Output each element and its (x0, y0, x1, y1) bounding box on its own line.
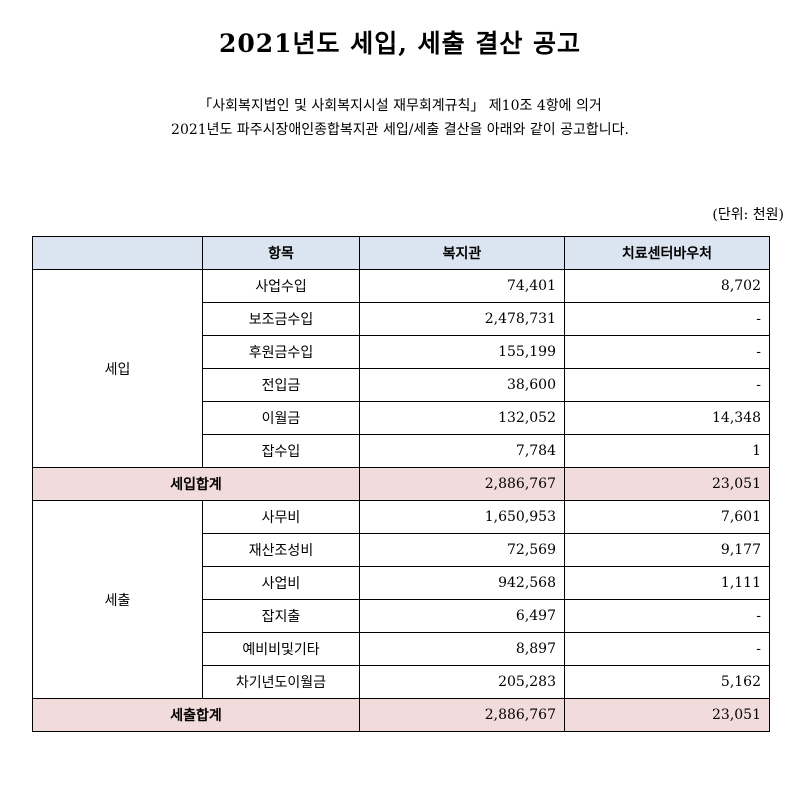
row-welfare-value: 7,784 (359, 434, 565, 468)
row-voucher-value: - (564, 302, 770, 336)
page-title: 2021년도 세입, 세출 결산 공고 (218, 29, 582, 58)
row-item: 사무비 (202, 500, 360, 534)
row-voucher-value: - (564, 599, 770, 633)
expenditure-total-voucher: 23,051 (564, 698, 770, 732)
revenue-total-voucher: 23,051 (564, 467, 770, 501)
row-voucher-value: 1,111 (564, 566, 770, 600)
intro-text: 「사회복지법인 및 사회복지시설 재무회계규칙」 제10조 4항에 의거 202… (0, 94, 800, 142)
expenditure-total-label: 세출합계 (32, 698, 360, 732)
row-welfare-value: 155,199 (359, 335, 565, 369)
table-row: 세출 사무비 1,650,953 7,601 (32, 500, 770, 699)
intro-line-2: 2021년도 파주시장애인종합복지관 세입/세출 결산을 아래와 같이 공고합니… (171, 122, 629, 138)
row-voucher-value: 1 (564, 434, 770, 468)
table-row: 잡지출 6,497 - (33, 599, 770, 633)
row-item: 재산조성비 (202, 533, 360, 567)
row-item: 사업비 (202, 566, 360, 600)
row-voucher-value: - (564, 335, 770, 369)
table-row: 사업비 942,568 1,111 (33, 566, 770, 600)
row-welfare-value: 2,478,731 (359, 302, 565, 336)
row-voucher-value: 14,348 (564, 401, 770, 435)
row-item: 보조금수입 (202, 302, 360, 336)
table-row: 예비비및기타 8,897 - (33, 632, 770, 666)
row-welfare-value: 205,283 (359, 665, 565, 699)
table-row: 잡수입 7,784 1 (33, 434, 770, 468)
table-row: 차기년도이월금 205,283 5,162 (33, 665, 770, 699)
header-therapy-voucher: 치료센터바우처 (564, 236, 770, 270)
unit-label: (단위: 천원) (712, 207, 784, 223)
revenue-group-label: 세입 (32, 269, 203, 468)
row-item: 전입금 (202, 368, 360, 402)
row-item: 잡수입 (202, 434, 360, 468)
expenditure-group-label: 세출 (32, 500, 203, 699)
revenue-total-welfare: 2,886,767 (359, 467, 565, 501)
table-row: 이월금 132,052 14,348 (33, 401, 770, 435)
row-welfare-value: 74,401 (359, 269, 565, 303)
table-row: 재산조성비 72,569 9,177 (33, 533, 770, 567)
row-voucher-value: 7,601 (564, 500, 770, 534)
row-welfare-value: 8,897 (359, 632, 565, 666)
row-item: 예비비및기타 (202, 632, 360, 666)
budget-table: 항목 복지관 치료센터바우처 세입 사업수입 74,401 8,702 보조금수… (32, 236, 770, 732)
row-welfare-value: 6,497 (359, 599, 565, 633)
expenditure-total-welfare: 2,886,767 (359, 698, 565, 732)
row-voucher-value: 9,177 (564, 533, 770, 567)
intro-line-1: 「사회복지법인 및 사회복지시설 재무회계규칙」 제10조 4항에 의거 (198, 98, 602, 114)
row-voucher-value: - (564, 368, 770, 402)
row-item: 이월금 (202, 401, 360, 435)
table-row: 보조금수입 2,478,731 - (33, 302, 770, 336)
expenditure-total-row: 세출합계 2,886,767 23,051 (32, 698, 770, 732)
row-voucher-value: 8,702 (564, 269, 770, 303)
row-welfare-value: 942,568 (359, 566, 565, 600)
row-item: 잡지출 (202, 599, 360, 633)
revenue-total-row: 세입합계 2,886,767 23,051 (32, 467, 770, 501)
header-welfare-center: 복지관 (359, 236, 565, 270)
row-item: 사업수입 (202, 269, 360, 303)
row-welfare-value: 38,600 (359, 368, 565, 402)
header-blank (32, 236, 203, 270)
row-voucher-value: - (564, 632, 770, 666)
row-welfare-value: 1,650,953 (359, 500, 565, 534)
header-item: 항목 (202, 236, 360, 270)
row-item: 차기년도이월금 (202, 665, 360, 699)
row-welfare-value: 72,569 (359, 533, 565, 567)
revenue-total-label: 세입합계 (32, 467, 360, 501)
table-header-row: 항목 복지관 치료센터바우처 (32, 236, 770, 270)
table-row: 세입 사업수입 74,401 8,702 (32, 269, 770, 468)
row-item: 후원금수입 (202, 335, 360, 369)
row-welfare-value: 132,052 (359, 401, 565, 435)
row-voucher-value: 5,162 (564, 665, 770, 699)
table-row: 전입금 38,600 - (33, 368, 770, 402)
